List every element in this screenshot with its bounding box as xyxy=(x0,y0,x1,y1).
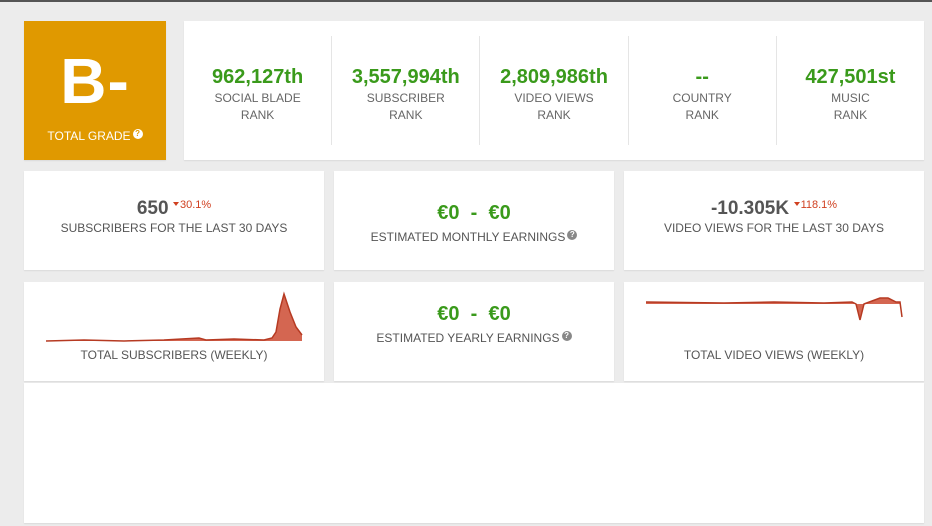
rank-social-blade: 962,127th SOCIAL BLADE RANK xyxy=(184,36,333,145)
help-icon[interactable]: ? xyxy=(561,331,572,341)
grade-letter: B- xyxy=(60,45,130,117)
monthly-earnings-low: €0 xyxy=(437,202,460,224)
views-weekly-card: TOTAL VIDEO VIEWS (WEEKLY) xyxy=(624,282,924,381)
caret-down-icon xyxy=(172,202,179,206)
rank-label: RANK xyxy=(389,108,423,122)
subscribers-30d-change-text: 30.1% xyxy=(179,199,212,211)
subscribers-sparkline xyxy=(45,291,303,342)
views-sparkline-line xyxy=(645,297,903,321)
subscribers-weekly-card: TOTAL SUBSCRIBERS (WEEKLY) xyxy=(24,282,324,381)
grade-label: TOTAL GRADE? xyxy=(24,129,166,143)
rank-label: SOCIAL BLADE xyxy=(214,91,301,105)
grade-label-text: TOTAL GRADE xyxy=(47,129,131,143)
grade-card: B- TOTAL GRADE? xyxy=(24,21,166,160)
rank-label: SUBSCRIBER xyxy=(366,91,445,105)
monthly-earnings-high: €0 xyxy=(488,202,511,224)
subscribers-sparkline-line xyxy=(45,291,303,342)
rank-label: RANK xyxy=(240,108,275,122)
rank-label: COUNTRY xyxy=(672,91,732,105)
monthly-earnings-value: €0 - €0 xyxy=(437,202,510,224)
rank-value: 2,809,986th xyxy=(500,66,608,88)
monthly-earnings-label-text: ESTIMATED MONTHLY EARNINGS xyxy=(370,230,566,244)
top-divider xyxy=(0,0,932,2)
yearly-earnings-label: ESTIMATED YEARLY EARNINGS? xyxy=(334,331,614,345)
help-icon[interactable]: ? xyxy=(132,129,143,139)
yearly-earnings-value: €0 - €0 xyxy=(437,303,510,325)
rank-label: MUSIC xyxy=(831,91,870,105)
rank-country: -- COUNTRY RANK xyxy=(629,36,777,145)
ranks-card: 962,127th SOCIAL BLADE RANK 3,557,994th … xyxy=(184,21,924,160)
rank-label: RANK xyxy=(685,108,719,122)
rank-value: 427,501st xyxy=(805,66,896,88)
subscribers-30d-label: SUBSCRIBERS FOR THE LAST 30 DAYS xyxy=(60,221,288,235)
caret-down-icon xyxy=(793,202,800,206)
rank-music: 427,501st MUSIC RANK xyxy=(777,36,924,145)
yearly-earnings-sep: - xyxy=(470,303,478,325)
yearly-earnings-high: €0 xyxy=(488,303,511,325)
subscribers-weekly-label: TOTAL SUBSCRIBERS (WEEKLY) xyxy=(80,348,268,362)
content-panel xyxy=(24,383,924,523)
views-30d-label: VIDEO VIEWS FOR THE LAST 30 DAYS xyxy=(663,221,885,235)
views-30d-card: -10.305K 118.1% VIDEO VIEWS FOR THE LAST… xyxy=(624,171,924,270)
rank-value: 962,127th xyxy=(212,66,304,88)
yearly-earnings-card: €0 - €0 ESTIMATED YEARLY EARNINGS? xyxy=(334,282,614,381)
rank-value: 3,557,994th xyxy=(351,66,460,88)
rank-video-views: 2,809,986th VIDEO VIEWS RANK xyxy=(480,36,629,145)
views-weekly-label: TOTAL VIDEO VIEWS (WEEKLY) xyxy=(683,348,865,362)
rank-value: -- xyxy=(695,66,709,88)
views-sparkline xyxy=(645,297,903,321)
yearly-earnings-low: €0 xyxy=(437,303,460,325)
rank-label: RANK xyxy=(537,108,571,122)
rank-label: VIDEO VIEWS xyxy=(514,91,594,105)
views-30d-change-text: 118.1% xyxy=(800,199,838,211)
subscribers-30d-value: 650 xyxy=(136,198,169,219)
monthly-earnings-card: €0 - €0 ESTIMATED MONTHLY EARNINGS? xyxy=(334,171,614,270)
views-30d-value: -10.305K xyxy=(710,198,790,219)
help-icon[interactable]: ? xyxy=(567,230,578,240)
subscribers-sparkline-area xyxy=(46,294,302,341)
subscribers-30d-card: 650 30.1% SUBSCRIBERS FOR THE LAST 30 DA… xyxy=(24,171,324,270)
monthly-earnings-sep: - xyxy=(470,202,478,224)
yearly-earnings-label-text: ESTIMATED YEARLY EARNINGS xyxy=(376,331,560,345)
rank-subscriber: 3,557,994th SUBSCRIBER RANK xyxy=(332,36,481,145)
rank-label: RANK xyxy=(833,108,868,122)
monthly-earnings-label: ESTIMATED MONTHLY EARNINGS? xyxy=(334,230,614,244)
subscribers-30d-change: 30.1% xyxy=(172,199,212,211)
views-30d-change: 118.1% xyxy=(793,199,838,211)
